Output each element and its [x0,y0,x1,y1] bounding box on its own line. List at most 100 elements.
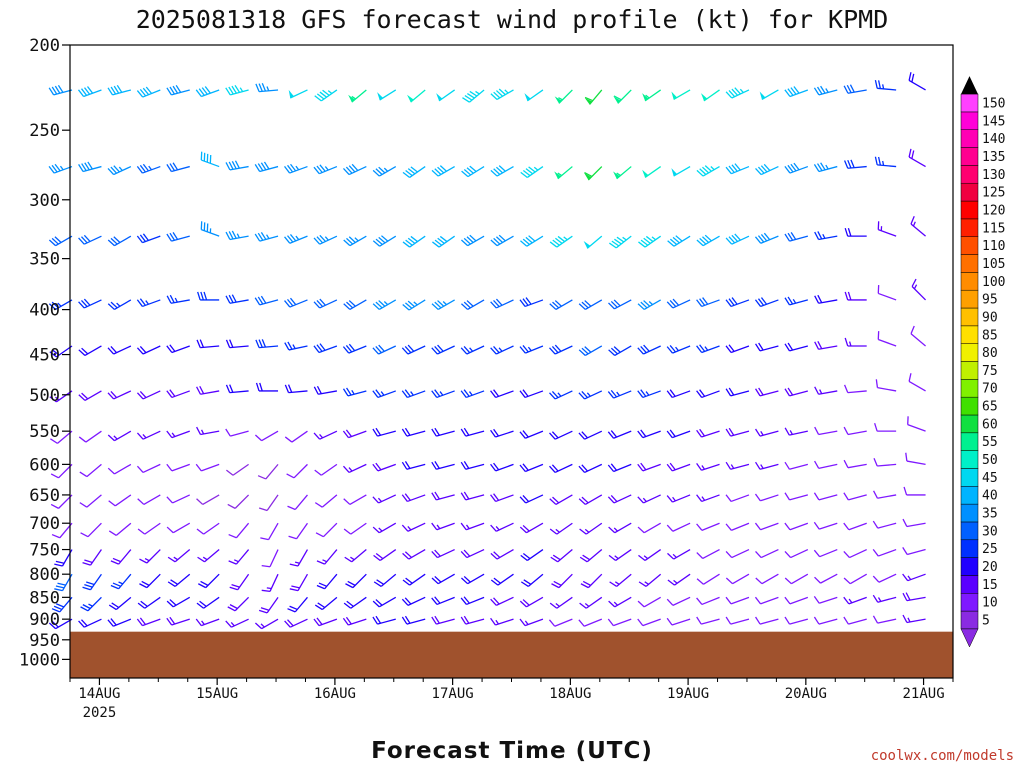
wind-barb [431,299,455,310]
wind-barb [80,522,102,538]
colorbar-label: 115 [982,221,1005,236]
wind-barb [549,430,573,440]
wind-barb [637,618,661,627]
wind-barb [872,573,897,583]
wind-barb [755,548,779,559]
wind-barb [843,426,867,436]
wind-barb [490,493,514,503]
wind-barb [520,549,544,561]
wind-barb [254,295,279,306]
wind-barb [584,166,603,181]
colorbar-label: 120 [982,203,1005,218]
wind-barb [911,278,927,301]
wind-barb [195,618,220,627]
colorbar-label: 85 [982,328,998,343]
wind-barb [666,462,691,472]
y-tick-label: 550 [29,422,60,442]
wind-barb [638,235,662,248]
colorbar-bottom-arrow [960,628,979,648]
wind-barb [78,390,102,402]
wind-barb [108,596,132,611]
wind-barb [813,492,838,501]
wind-barb [342,387,367,397]
colorbar-swatch [960,325,979,344]
colorbar-label: 145 [982,114,1005,129]
wind-barb [166,430,190,439]
colorbar-label: 15 [982,578,998,593]
wind-barb [136,430,161,440]
wind-barb [78,430,102,443]
wind-barb [431,548,455,559]
wind-barb [255,382,279,392]
wind-barb [519,494,544,504]
wind-barb [905,452,926,466]
wind-barb [139,549,161,564]
y-tick-label: 650 [29,486,60,506]
colorbar-swatch [960,396,979,416]
x-tick-label: 17AUG [432,686,474,702]
wind-barb [79,494,102,508]
wind-barb [666,298,691,309]
wind-barb [460,345,485,355]
wind-barb [813,548,838,558]
wind-barb [696,234,720,247]
wind-barb [755,163,779,176]
wind-barb [637,596,661,608]
wind-barb [696,494,720,503]
wind-barb [754,493,779,502]
wind-barb [907,416,926,432]
wind-barb [549,463,573,473]
wind-barb [490,573,514,586]
wind-barb [107,165,132,176]
wind-barb [258,494,279,512]
terrain-fill [70,631,953,678]
wind-barb [255,83,279,93]
wind-barb [51,596,73,613]
wind-barb [843,459,867,469]
wind-barb [136,390,161,400]
y-tick-label: 250 [29,121,60,141]
y-tick-label: 900 [29,610,60,630]
wind-barb [520,166,544,178]
wind-barb [313,385,338,395]
colorbar-label: 25 [982,542,998,557]
wind-barb [490,88,514,101]
wind-barb [401,389,426,399]
wind-barb [48,84,73,96]
wind-barb [696,389,720,399]
wind-barb [554,89,573,104]
wind-barb [401,461,426,470]
wind-barb [642,166,662,178]
colorbar-swatch [960,450,979,469]
wind-barb [666,345,691,354]
wind-barb [255,339,279,349]
wind-barb [166,596,191,608]
wind-barb [784,522,809,531]
wind-barb [261,573,279,593]
colorbar-label: 30 [982,524,998,539]
colorbar-label: 130 [982,168,1005,183]
wind-barb [725,596,750,605]
wind-barb [288,522,308,540]
wind-barb [549,494,573,505]
wind-barb [313,430,338,440]
wind-barb [342,463,367,473]
colorbar-swatch [960,147,979,166]
wind-barb [548,618,573,627]
wind-barb [343,299,367,310]
wind-barb [754,297,779,308]
wind-barb [578,494,603,505]
wind-barb [784,461,809,470]
x-tick-label: 21AUG [902,686,944,702]
wind-barb [877,331,897,347]
wind-barb [460,389,485,399]
wind-barb [725,522,750,531]
wind-barb [431,389,455,399]
wind-barb [313,343,338,354]
wind-barb [461,573,485,585]
wind-barb [314,596,338,611]
colorbar-swatch [960,593,979,612]
wind-barb [725,494,750,503]
colorbar-label: 150 [982,97,1005,112]
colorbar-swatch [960,182,979,202]
